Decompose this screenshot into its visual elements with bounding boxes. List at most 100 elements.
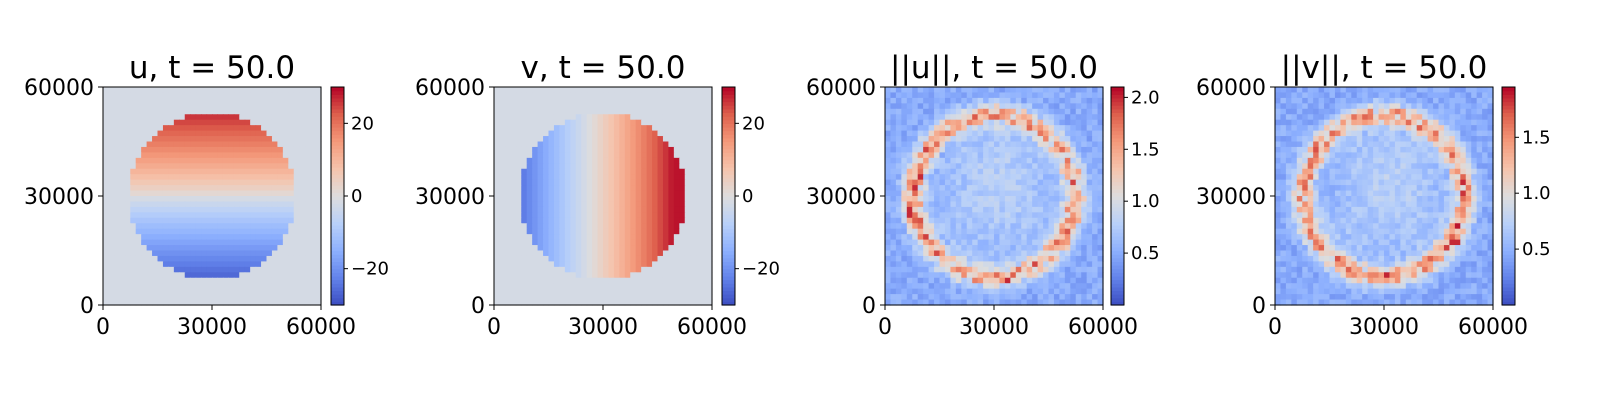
colorbar-segment [331,116,344,121]
colorbar-segment [331,97,344,103]
heatmap-cell [912,114,919,121]
heatmap-cell [994,239,1001,246]
heatmap-cell [173,212,180,219]
heatmap-cell [206,228,213,235]
heatmap-cell [695,201,702,208]
heatmap-cell [173,92,180,99]
heatmap-cell [277,97,284,104]
heatmap-cell [695,179,702,186]
heatmap-cell [315,141,322,148]
heatmap-cell [673,283,680,290]
heatmap-cell [1097,87,1104,94]
heatmap-cell [706,206,713,213]
heatmap-cell [575,206,582,213]
heatmap-cell [135,201,142,208]
heatmap-cell [146,87,153,94]
heatmap-cell [124,234,131,241]
heatmap-cell [553,185,560,192]
colorbar-segment [722,283,735,288]
heatmap-cell [901,174,908,181]
heatmap-cell [999,157,1006,164]
heatmap-cell [162,190,169,197]
heatmap-cell [597,277,604,284]
heatmap-cell [510,217,517,224]
heatmap-cell [548,261,555,268]
heatmap-cell [124,174,131,181]
heatmap-cell [1097,190,1104,197]
heatmap-cell [250,87,257,94]
heatmap-cell [233,294,240,301]
heatmap-cell [1075,108,1082,115]
heatmap-cell [157,114,164,121]
heatmap-cell [146,130,153,137]
heatmap-cell [261,299,268,306]
heatmap-cell [255,294,262,301]
heatmap-cell [1092,201,1099,208]
heatmap-cell [619,299,626,306]
heatmap-cell [613,87,620,94]
heatmap-cell [559,250,566,257]
heatmap-cell [113,174,120,181]
heatmap-cell [1092,228,1099,235]
heatmap-cell [293,130,300,137]
heatmap-cell [119,146,126,153]
heatmap-cell [668,201,675,208]
heatmap-cell [168,217,175,224]
heatmap-cell [521,185,528,192]
heatmap-cell [1064,245,1071,252]
heatmap-cell [890,174,897,181]
heatmap-cell [255,245,262,252]
heatmap-cell [603,97,610,104]
heatmap-cell [304,174,311,181]
heatmap-cell [173,299,180,306]
heatmap-cell [690,146,697,153]
heatmap-cell [217,245,224,252]
heatmap-cell [885,185,892,192]
heatmap-cell [641,92,648,99]
heatmap-cell [510,163,517,170]
heatmap-cell [1032,261,1039,268]
heatmap-cell [928,250,935,257]
heatmap-cell [146,185,153,192]
heatmap-cell [673,190,680,197]
heatmap-cell [537,223,544,230]
heatmap-cell [988,190,995,197]
heatmap-cell [657,217,664,224]
heatmap-cell [543,299,550,306]
heatmap-cell [515,103,522,110]
heatmap-cell [901,190,908,197]
heatmap-cell [162,250,169,257]
heatmap-cell [662,163,669,170]
heatmap-cell [277,157,284,164]
heatmap-cell [961,266,968,273]
heatmap-cell [1064,266,1071,273]
heatmap-cell [955,103,962,110]
heatmap-cell [315,217,322,224]
heatmap-cell [934,196,941,203]
heatmap-cell [282,196,289,203]
heatmap-cell [1015,168,1022,175]
heatmap-cell [966,168,973,175]
heatmap-cell [277,223,284,230]
heatmap-cell [108,206,115,213]
heatmap-cell [1075,97,1082,104]
heatmap-cell [310,217,317,224]
heatmap-cell [1064,239,1071,246]
heatmap-cell [499,212,506,219]
heatmap-cell [570,136,577,143]
heatmap-cell [108,190,115,197]
heatmap-cell [548,299,555,306]
heatmap-cell [983,92,990,99]
heatmap-cell [1064,255,1071,262]
heatmap-cell [315,266,322,273]
heatmap-cell [701,239,708,246]
heatmap-cell [895,201,902,208]
heatmap-cell [1043,190,1050,197]
heatmap-cell [152,228,159,235]
heatmap-cell [619,245,626,252]
heatmap-cell [244,299,251,306]
heatmap-cell [1097,266,1104,273]
heatmap-cell [701,261,708,268]
heatmap-cell [250,245,257,252]
heatmap-cell [641,294,648,301]
